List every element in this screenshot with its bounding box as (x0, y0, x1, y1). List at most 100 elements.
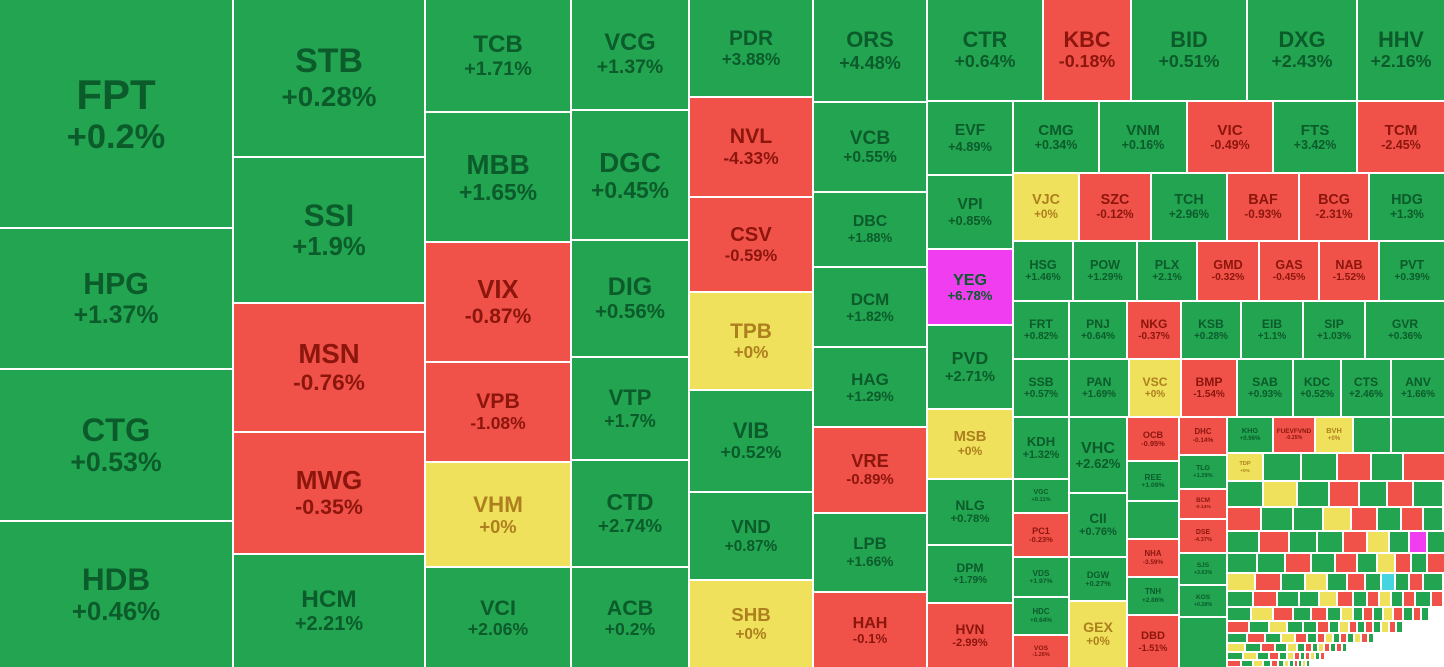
tile-FUEVFVND[interactable]: FUEVFVND -0.25% (1274, 418, 1314, 452)
mini-tile[interactable] (1350, 622, 1356, 632)
mini-tile[interactable] (1228, 644, 1244, 651)
mini-tile[interactable] (1330, 482, 1358, 506)
mini-tile[interactable] (1252, 608, 1272, 620)
tile-DSE[interactable]: DSE -4.37% (1180, 520, 1226, 552)
mini-tile[interactable] (1368, 532, 1388, 552)
mini-tile[interactable] (1294, 608, 1310, 620)
mini-tile[interactable] (1312, 608, 1326, 620)
mini-tile[interactable] (1272, 661, 1277, 666)
mini-tile[interactable] (1410, 532, 1426, 552)
mini-tile[interactable] (1274, 608, 1292, 620)
tile-PNJ[interactable]: PNJ +0.64% (1070, 302, 1126, 358)
mini-tile[interactable] (1382, 622, 1388, 632)
mini-tile[interactable] (1303, 661, 1305, 666)
mini-tile[interactable] (1264, 454, 1300, 480)
mini-tile[interactable] (1313, 644, 1317, 651)
tile-DBC[interactable]: DBC +1.88% (814, 193, 926, 266)
mini-tile[interactable] (1337, 644, 1341, 651)
tile-EVF[interactable]: EVF +4.89% (928, 102, 1012, 174)
tile-EIB[interactable]: EIB +1.1% (1242, 302, 1302, 358)
mini-tile[interactable] (1260, 532, 1288, 552)
mini-tile[interactable] (1180, 618, 1226, 667)
tile-VHM[interactable]: VHM +0% (426, 463, 570, 566)
mini-tile[interactable] (1264, 482, 1296, 506)
mini-tile[interactable] (1328, 574, 1346, 590)
tile-VNM[interactable]: VNM +0.16% (1100, 102, 1186, 172)
mini-tile[interactable] (1270, 622, 1286, 632)
mini-tile[interactable] (1288, 622, 1302, 632)
tile-STB[interactable]: STB +0.28% (234, 0, 424, 156)
mini-tile[interactable] (1290, 532, 1316, 552)
mini-tile[interactable] (1298, 482, 1328, 506)
tile-SJS[interactable]: SJS +3.63% (1180, 554, 1226, 584)
tile-BID[interactable]: BID +0.51% (1132, 0, 1246, 100)
mini-tile[interactable] (1422, 608, 1428, 620)
mini-tile[interactable] (1331, 644, 1335, 651)
tile-POW[interactable]: POW +1.29% (1074, 242, 1136, 300)
tile-HHV[interactable]: HHV +2.16% (1358, 0, 1444, 100)
mini-tile[interactable] (1312, 554, 1334, 572)
mini-tile[interactable] (1301, 653, 1304, 659)
mini-tile[interactable] (1306, 653, 1309, 659)
mini-tile[interactable] (1288, 653, 1293, 659)
mini-tile[interactable] (1354, 608, 1362, 620)
mini-tile[interactable] (1320, 592, 1336, 606)
tile-VCB[interactable]: VCB +0.55% (814, 103, 926, 191)
tile-OCB[interactable]: OCB -0.95% (1128, 418, 1178, 460)
mini-tile[interactable] (1372, 454, 1402, 480)
mini-tile[interactable] (1296, 634, 1306, 642)
tile-SZC[interactable]: SZC -0.12% (1080, 174, 1150, 240)
mini-tile[interactable] (1341, 634, 1346, 642)
mini-tile[interactable] (1228, 532, 1258, 552)
tile-VSC[interactable]: VSC +0% (1130, 360, 1180, 416)
tile-MSB[interactable]: MSB +0% (928, 410, 1012, 478)
tile-PVD[interactable]: PVD +2.71% (928, 326, 1012, 408)
mini-tile[interactable] (1321, 653, 1324, 659)
mini-tile[interactable] (1306, 574, 1326, 590)
mini-tile[interactable] (1416, 592, 1430, 606)
tile-SSB[interactable]: SSB +0.57% (1014, 360, 1068, 416)
tile-NKG[interactable]: NKG -0.37% (1128, 302, 1180, 358)
tile-FTS[interactable]: FTS +3.42% (1274, 102, 1356, 172)
tile-DGW[interactable]: DGW +0.27% (1070, 558, 1126, 600)
mini-tile[interactable] (1392, 592, 1402, 606)
mini-tile[interactable] (1358, 554, 1376, 572)
mini-tile[interactable] (1348, 574, 1364, 590)
tile-ORS[interactable]: ORS +4.48% (814, 0, 926, 101)
mini-tile[interactable] (1280, 653, 1286, 659)
tile-ACB[interactable]: ACB +0.2% (572, 568, 688, 667)
mini-tile[interactable] (1368, 592, 1378, 606)
tile-VGC[interactable]: VGC +0.11% (1014, 480, 1068, 512)
mini-tile[interactable] (1228, 653, 1242, 659)
tile-KDH[interactable]: KDH +1.32% (1014, 418, 1068, 478)
tile-GMD[interactable]: GMD -0.32% (1198, 242, 1258, 300)
mini-tile[interactable] (1366, 574, 1380, 590)
tile-CTR[interactable]: CTR +0.64% (928, 0, 1042, 100)
mini-tile[interactable] (1424, 574, 1442, 590)
tile-BAF[interactable]: BAF -0.93% (1228, 174, 1298, 240)
tile-HAG[interactable]: HAG +1.29% (814, 348, 926, 426)
tile-CTG[interactable]: CTG +0.53% (0, 370, 232, 520)
mini-tile[interactable] (1360, 482, 1386, 506)
tile-VRE[interactable]: VRE -0.89% (814, 428, 926, 512)
mini-tile[interactable] (1276, 644, 1286, 651)
tile-PC1[interactable]: PC1 -0.23% (1014, 514, 1068, 556)
mini-tile[interactable] (1262, 644, 1274, 651)
tile-KHG[interactable]: KHG +0.96% (1228, 418, 1272, 452)
mini-tile[interactable] (1358, 622, 1364, 632)
tile-TCM[interactable]: TCM -2.45% (1358, 102, 1444, 172)
mini-tile[interactable] (1402, 508, 1422, 530)
mini-tile[interactable] (1362, 634, 1367, 642)
mini-tile[interactable] (1290, 661, 1293, 666)
tile-SIP[interactable]: SIP +1.03% (1304, 302, 1364, 358)
mini-tile[interactable] (1318, 532, 1342, 552)
mini-tile[interactable] (1304, 622, 1316, 632)
mini-tile[interactable] (1410, 574, 1422, 590)
mini-tile[interactable] (1404, 592, 1414, 606)
mini-tile[interactable] (1270, 653, 1278, 659)
tile-DXG[interactable]: DXG +2.43% (1248, 0, 1356, 100)
tile-BCM[interactable]: BCM -0.14% (1180, 490, 1226, 518)
mini-tile[interactable] (1295, 661, 1297, 666)
tile-VDS[interactable]: VDS +1.97% (1014, 558, 1068, 596)
tile-TPB[interactable]: TPB +0% (690, 293, 812, 389)
